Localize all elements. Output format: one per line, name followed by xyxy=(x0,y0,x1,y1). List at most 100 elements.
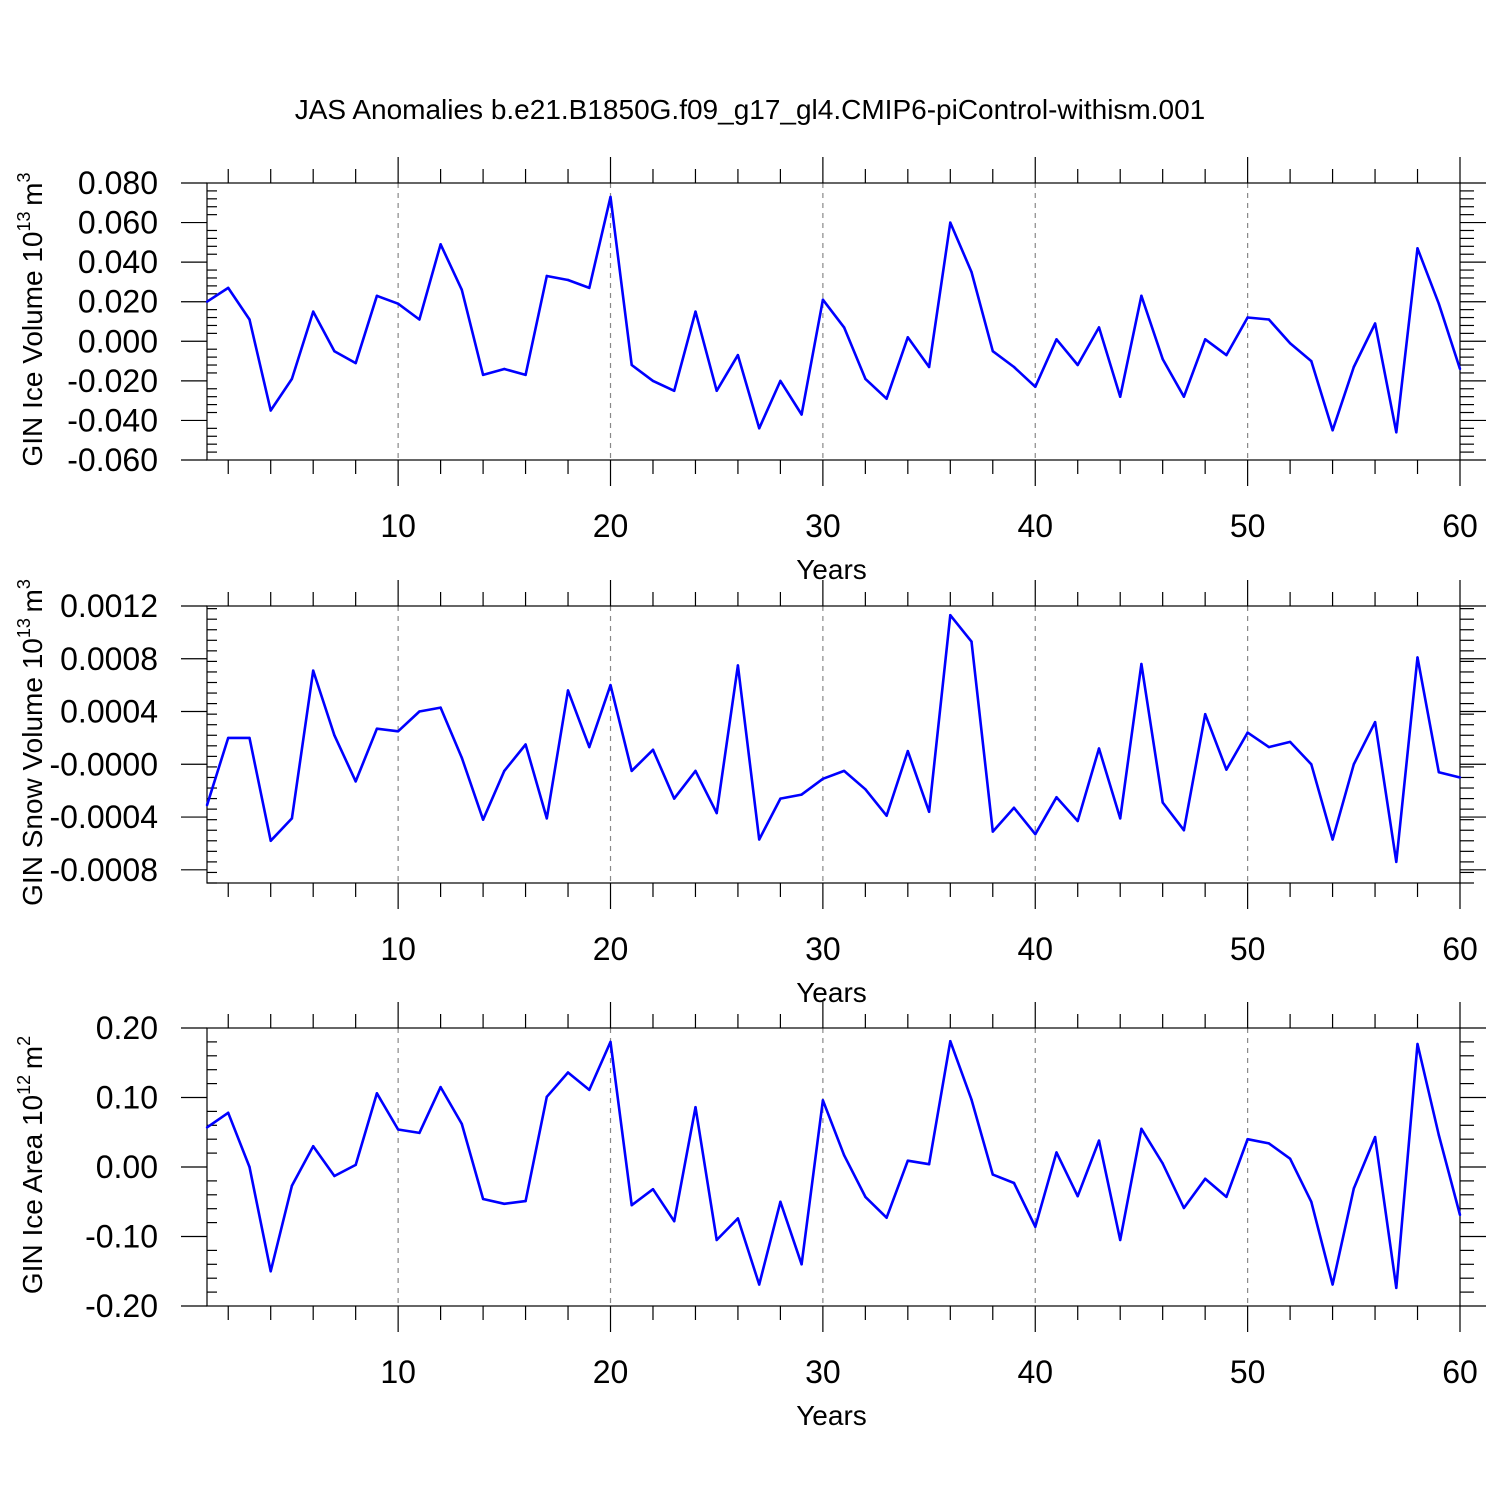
data-point xyxy=(736,353,740,357)
x-tick-label: 40 xyxy=(1017,508,1053,544)
data-point xyxy=(312,310,315,313)
data-point xyxy=(439,1085,442,1089)
data-point xyxy=(418,1131,421,1135)
data-point xyxy=(927,810,931,813)
data-point xyxy=(1246,731,1249,734)
data-point xyxy=(248,1165,251,1169)
x-tick-label: 20 xyxy=(593,931,629,967)
data-point xyxy=(1331,838,1334,841)
data-point xyxy=(269,1270,272,1273)
data-point xyxy=(460,288,463,291)
data-point xyxy=(248,318,251,321)
data-point xyxy=(842,326,846,329)
data-point xyxy=(290,1184,294,1188)
data-point xyxy=(1204,713,1207,716)
data-point xyxy=(1352,763,1356,766)
data-point xyxy=(375,1092,379,1095)
data-point xyxy=(1034,385,1037,388)
data-point xyxy=(1416,247,1419,250)
data-point xyxy=(800,413,803,416)
data-point xyxy=(1416,1042,1419,1046)
data-point xyxy=(439,706,442,709)
data-point xyxy=(418,318,421,321)
data-point xyxy=(1140,662,1143,666)
data-point xyxy=(609,683,612,687)
data-point xyxy=(269,409,272,412)
data-point xyxy=(673,797,676,800)
data-point xyxy=(588,1088,591,1092)
data-point xyxy=(927,365,931,369)
data-point xyxy=(1055,796,1058,799)
data-point xyxy=(227,1111,230,1115)
y-tick-label: -0.0000 xyxy=(49,746,158,782)
data-point xyxy=(1097,1139,1101,1142)
data-point xyxy=(991,350,994,353)
data-point xyxy=(609,195,612,199)
data-point xyxy=(651,748,655,751)
data-point xyxy=(1204,1177,1207,1181)
y-tick-label: -0.0004 xyxy=(49,799,158,835)
data-point xyxy=(736,1217,740,1220)
plot-frame xyxy=(206,1027,1461,1307)
data-point xyxy=(1204,338,1207,341)
data-point xyxy=(396,302,400,305)
x-tick-label: 10 xyxy=(380,931,416,967)
data-point xyxy=(1246,1138,1249,1141)
data-point xyxy=(1225,1195,1228,1199)
plot-frame xyxy=(206,605,1461,884)
data-point xyxy=(1246,316,1249,319)
data-point xyxy=(1373,720,1377,724)
y-tick-label: 0.080 xyxy=(78,165,158,201)
data-point xyxy=(566,689,570,692)
data-point xyxy=(1055,338,1058,341)
data-point xyxy=(1267,318,1271,321)
y-tick-label: 0.0008 xyxy=(60,641,158,677)
data-point xyxy=(970,1098,973,1101)
data-point xyxy=(821,777,825,780)
data-point xyxy=(1097,326,1101,329)
data-point xyxy=(1288,740,1292,744)
data-point xyxy=(651,379,655,383)
data-point xyxy=(949,1040,952,1043)
data-point xyxy=(1182,1206,1186,1210)
data-point xyxy=(1161,1162,1164,1165)
data-point xyxy=(651,1188,655,1191)
data-point xyxy=(354,1163,357,1167)
data-point xyxy=(630,769,633,773)
data-point xyxy=(927,1163,931,1166)
series-line xyxy=(205,613,1461,864)
x-axis-label: Years xyxy=(796,554,867,585)
data-point xyxy=(1119,395,1122,398)
y-tick-label: 0.020 xyxy=(78,284,158,320)
figure-title: JAS Anomalies b.e21.B1850G.f09_g17_gl4.C… xyxy=(295,94,1206,125)
data-point xyxy=(290,817,294,820)
data-point xyxy=(1331,1283,1334,1286)
data-point xyxy=(545,1095,548,1099)
data-point xyxy=(1331,429,1334,432)
data-point xyxy=(375,727,379,730)
x-tick-label: 40 xyxy=(1017,1354,1053,1390)
y-axis-label-exponent: 13 xyxy=(14,211,34,231)
data-point xyxy=(1458,776,1462,779)
data-point xyxy=(694,1106,697,1109)
data-point xyxy=(970,640,973,643)
data-point xyxy=(885,1216,888,1219)
data-point xyxy=(588,745,591,749)
data-point xyxy=(460,756,463,759)
data-point xyxy=(864,1195,867,1199)
data-point xyxy=(715,1238,718,1242)
data-point xyxy=(545,817,548,820)
data-point xyxy=(991,830,994,833)
y-tick-label: -0.020 xyxy=(67,363,158,399)
data-point xyxy=(1140,1127,1143,1131)
y-tick-label: 0.20 xyxy=(96,1010,158,1046)
y-tick-label: 0.00 xyxy=(96,1149,158,1185)
data-point xyxy=(1310,763,1313,766)
data-point xyxy=(736,664,740,667)
y-axis-label-text: GIN Ice Area 10 xyxy=(17,1095,48,1294)
data-point xyxy=(1034,1225,1037,1229)
x-tick-label: 60 xyxy=(1442,1354,1478,1390)
data-point xyxy=(1395,431,1398,434)
data-point xyxy=(503,1202,506,1206)
